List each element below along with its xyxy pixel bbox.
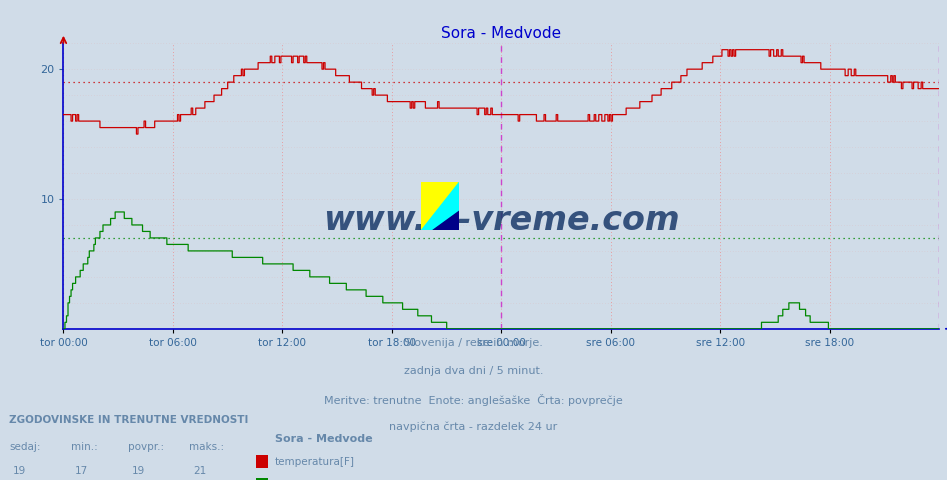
Text: zadnja dva dni / 5 minut.: zadnja dva dni / 5 minut.	[403, 366, 544, 376]
Polygon shape	[433, 211, 459, 230]
Text: ZGODOVINSKE IN TRENUTNE VREDNOSTI: ZGODOVINSKE IN TRENUTNE VREDNOSTI	[9, 415, 249, 425]
Text: navpična črta - razdelek 24 ur: navpična črta - razdelek 24 ur	[389, 422, 558, 432]
Text: sedaj:: sedaj:	[9, 442, 41, 452]
Text: www.si-vreme.com: www.si-vreme.com	[323, 204, 680, 237]
Text: povpr.:: povpr.:	[128, 442, 164, 452]
Text: temperatura[F]: temperatura[F]	[275, 457, 354, 468]
Text: 21: 21	[193, 466, 206, 476]
Text: 19: 19	[132, 466, 145, 476]
Text: Sora - Medvode: Sora - Medvode	[275, 434, 372, 444]
Text: 19: 19	[13, 466, 27, 476]
Text: min.:: min.:	[71, 442, 98, 452]
Polygon shape	[421, 182, 459, 230]
Text: maks.:: maks.:	[189, 442, 224, 452]
Text: 17: 17	[75, 466, 88, 476]
Polygon shape	[421, 182, 459, 230]
Text: Slovenija / reke in morje.: Slovenija / reke in morje.	[404, 338, 543, 348]
Text: Meritve: trenutne  Enote: anglešaške  Črta: povprečje: Meritve: trenutne Enote: anglešaške Črta…	[324, 394, 623, 406]
Title: Sora - Medvode: Sora - Medvode	[441, 25, 562, 41]
